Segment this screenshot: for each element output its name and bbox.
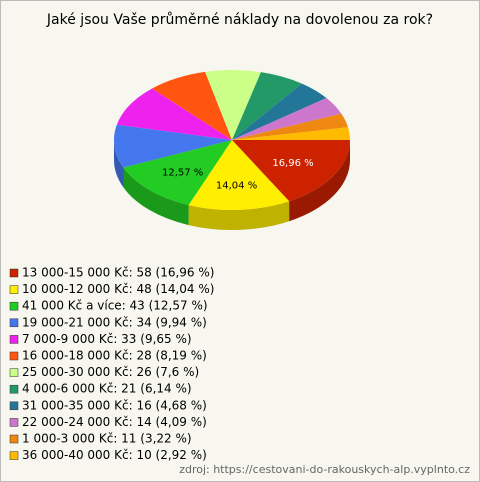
slice: [116, 88, 232, 140]
legend-swatch: [9, 368, 19, 377]
slice: [188, 140, 290, 210]
legend-label: 16 000-18 000 Kč: 28 (8,19 %): [22, 349, 207, 363]
legend-swatch: [9, 335, 19, 344]
legend-label: 25 000-30 000 Kč: 26 (7,6 %): [22, 365, 199, 379]
legend-label: 22 000-24 000 Kč: 14 (4,09 %): [22, 415, 207, 429]
legend-swatch: [9, 418, 19, 427]
slice: [113, 124, 232, 168]
legend-swatch: [9, 434, 19, 444]
legend-swatch: [9, 351, 19, 361]
legend-label: 1 000-3 000 Kč: 11 (3,22 %): [22, 432, 192, 446]
slice: [232, 72, 302, 140]
chart-title: Jaké jsou Vaše průměrné náklady na dovol…: [46, 12, 433, 28]
legend-swatch: [9, 401, 19, 411]
data-label: 12,57 %: [162, 168, 203, 179]
legend-label: 10 000-12 000 Kč: 48 (14,04 %): [22, 282, 214, 296]
slice: [205, 70, 261, 140]
data-label: 16,96 %: [272, 158, 313, 169]
legend-label: 13 000-15 000 Kč: 58 (16,96 %): [22, 266, 214, 280]
slice-side: [123, 167, 189, 226]
legend-swatch: [9, 384, 19, 394]
source: zdroj: https://cestovani-do-rakouskych-a…: [179, 463, 470, 476]
legend-label: 36 000-40 000 Kč: 10 (2,92 %): [22, 448, 207, 462]
slice: [232, 113, 349, 140]
legend-swatch: [9, 268, 19, 278]
slice: [123, 140, 232, 206]
legend-label: 41 000 Kč a více: 43 (12,57 %): [22, 299, 208, 313]
legend-swatch: [9, 318, 19, 328]
legend-label: 7 000-9 000 Kč: 33 (9,65 %): [22, 332, 192, 346]
data-label: 14,04 %: [216, 180, 257, 191]
slice: [232, 140, 350, 202]
legend-swatch: [9, 301, 19, 311]
legend-swatch: [9, 285, 19, 294]
slice-side: [188, 201, 290, 230]
slice-side: [289, 140, 350, 222]
legend-swatch: [9, 451, 19, 460]
slice: [232, 83, 327, 140]
slice: [232, 127, 350, 140]
slice: [152, 71, 232, 140]
legend-label: 19 000-21 000 Kč: 34 (9,94 %): [22, 315, 207, 329]
slice: [232, 98, 342, 140]
legend-label: 31 000-35 000 Kč: 16 (4,68 %): [22, 398, 207, 412]
slice-side: [114, 140, 124, 188]
legend-label: 4 000-6 000 Kč: 21 (6,14 %): [22, 382, 192, 396]
